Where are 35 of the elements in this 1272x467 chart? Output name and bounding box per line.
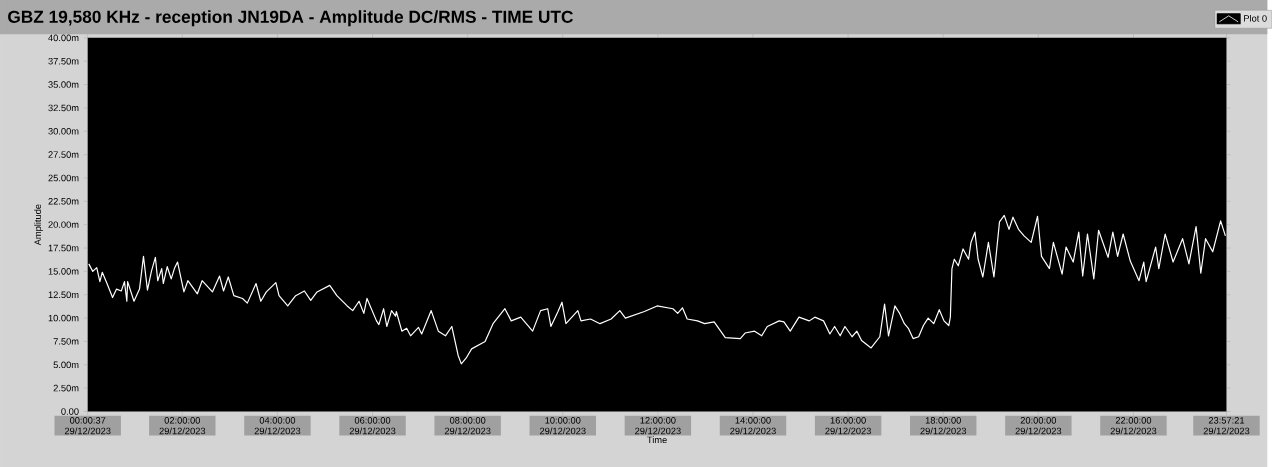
- x-tick-label: 14:00:00 29/12/2023: [730, 416, 776, 435]
- y-tick-label: 12.50m: [48, 291, 79, 298]
- y-tick-label: 32.50m: [48, 104, 79, 112]
- line-series: [88, 214, 1226, 365]
- y-tick-label: 40.00m: [48, 34, 79, 42]
- y-tick-label: 22.50m: [48, 197, 79, 205]
- y-tick-label: 2.50m: [53, 384, 79, 392]
- x-tick-label: 02:00:00 29/12/2023: [159, 416, 206, 435]
- x-tick-label: 18:00:00 29/12/2023: [920, 416, 967, 435]
- y-tick-label: 37.50m: [48, 57, 79, 65]
- x-tick-label: 22:00:00 29/12/2023: [1110, 416, 1157, 435]
- y-tick-label: 0.00: [61, 408, 79, 415]
- y-tick-label: 27.50m: [48, 151, 79, 158]
- x-tick-label: 12:00:00 29/12/2023: [635, 416, 681, 435]
- chart-title: GBZ 19,580 KHz - reception JN19DA - Amplitude DC/RMS - TIME UTC: [8, 10, 573, 27]
- y-tick-label: 35.00m: [48, 81, 79, 88]
- x-tick-label: 08:00:00 29/12/2023: [444, 416, 491, 435]
- x-tick-label: 23:57:21 29/12/2023: [1203, 416, 1250, 435]
- y-tick-label: 30.00m: [48, 127, 79, 135]
- y-tick-label: 7.50m: [53, 338, 79, 345]
- x-tick-label: 20:00:00 29/12/2023: [1015, 416, 1062, 435]
- y-tick-label: 15.00m: [48, 267, 79, 275]
- y-tick-label: 17.50m: [48, 244, 79, 252]
- x-tick-label: 00:00:37 29/12/2023: [64, 416, 111, 435]
- legend-label: Plot 0: [1244, 14, 1267, 22]
- x-axis-title: Time: [647, 436, 667, 443]
- y-tick-label: 10.00m: [48, 314, 79, 322]
- y-tick-label: 20.00m: [48, 221, 79, 228]
- x-tick-label: 04:00:00 29/12/2023: [254, 416, 301, 435]
- y-axis-title: Amplitude: [34, 204, 43, 246]
- x-tick-label: 16:00:00 29/12/2023: [825, 416, 871, 435]
- y-tick-label: 25.00m: [48, 174, 79, 182]
- x-tick-label: 06:00:00 29/12/2023: [349, 416, 396, 435]
- x-tick-label: 10:00:00 29/12/2023: [539, 416, 586, 435]
- y-tick-label: 5.00m: [53, 361, 79, 368]
